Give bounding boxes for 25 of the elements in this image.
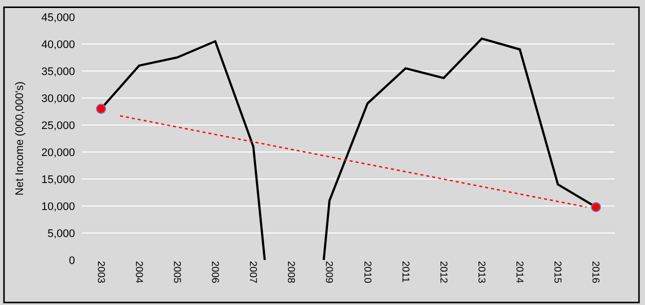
x-tick-label: 2003 [94, 261, 106, 284]
x-tick-label: 2013 [476, 261, 486, 284]
x-tick-label: 2006 [209, 261, 220, 284]
x-tick-label: 2015 [552, 261, 563, 284]
x-tick-label: 2009 [323, 261, 334, 284]
y-tick-label: 35,000 [41, 66, 75, 78]
y-tick-label: 10,000 [41, 200, 75, 213]
x-tick-label: 2010 [361, 261, 372, 284]
y-tick-label: 25,000 [41, 120, 75, 132]
x-tick-label: 2012 [437, 261, 448, 284]
y-tick-label: 15,000 [41, 174, 75, 186]
x-tick-label: 2016 [590, 261, 601, 284]
y-tick-label: 0 [68, 254, 75, 267]
y-tick-label: 20,000 [41, 146, 75, 159]
x-tick-label: 2011 [399, 261, 410, 283]
y-tick-label: 5,000 [47, 228, 75, 240]
x-tick-label: 2008 [285, 261, 296, 284]
y-tick-label: 30,000 [41, 92, 75, 105]
x-tick-label: 2014 [514, 261, 525, 284]
x-tick-label: 2007 [247, 261, 258, 284]
y-axis-title: Net Income (000,000's) [14, 82, 26, 196]
x-tick-label: 2004 [132, 261, 144, 284]
y-tick-label: 40,000 [41, 38, 75, 51]
y-tick-label: 45,000 [41, 12, 75, 24]
x-tick-label: 2005 [170, 261, 182, 284]
